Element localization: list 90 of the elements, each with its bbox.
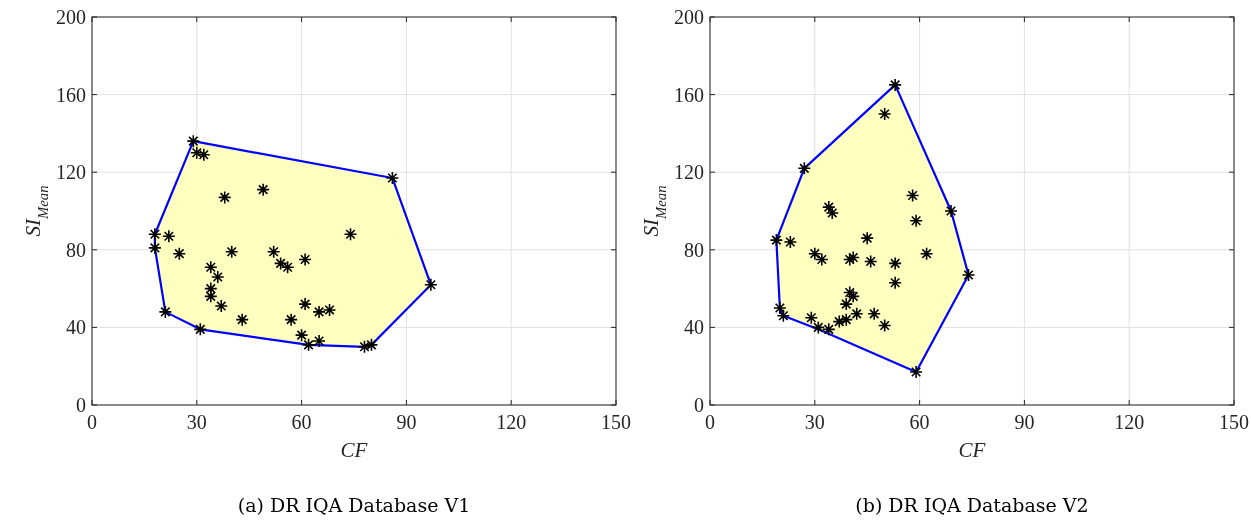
point — [424, 277, 438, 292]
point — [235, 312, 250, 327]
y-tick-label: 200 — [56, 6, 86, 28]
point — [364, 338, 379, 352]
point — [888, 78, 902, 92]
point — [162, 229, 176, 244]
point — [186, 134, 201, 148]
point — [214, 299, 229, 313]
point — [944, 204, 958, 218]
point — [322, 303, 337, 317]
x-tick-label: 30 — [804, 411, 825, 433]
point — [210, 270, 225, 284]
point — [294, 328, 309, 342]
point — [846, 250, 861, 265]
text: (a) DR IQA Database V1 — [237, 494, 471, 516]
point — [298, 252, 312, 267]
point — [172, 246, 187, 261]
point — [773, 301, 787, 315]
point — [863, 254, 878, 269]
x-tick-label: 90 — [1014, 411, 1035, 433]
point — [158, 305, 173, 319]
point — [961, 268, 976, 282]
x-tick-label: 150 — [601, 411, 631, 433]
point — [385, 171, 400, 185]
point — [266, 244, 281, 259]
y-tick-label: 0 — [694, 394, 704, 416]
point — [203, 260, 218, 275]
point — [846, 289, 861, 304]
y-tick-label: 120 — [674, 161, 704, 184]
y-tick-label: 160 — [674, 83, 704, 106]
point — [860, 231, 874, 245]
point — [909, 365, 923, 379]
point — [804, 310, 819, 325]
text: (b) DR IQA Database V2 — [855, 494, 1089, 516]
point — [769, 233, 784, 247]
point — [839, 312, 854, 327]
point — [811, 320, 826, 335]
point — [797, 161, 812, 176]
x-axis-title: CF — [958, 438, 986, 462]
x-tick-label: 120 — [496, 411, 527, 433]
y-tick-label: 40 — [66, 316, 86, 339]
point — [273, 256, 288, 271]
point — [190, 146, 204, 160]
y-tick-label: 160 — [56, 83, 86, 106]
point — [280, 260, 295, 275]
point — [301, 338, 316, 352]
x-tick-label: 60 — [291, 411, 312, 433]
point — [877, 318, 892, 333]
point — [867, 307, 881, 321]
point — [224, 244, 239, 259]
point — [312, 305, 326, 319]
point — [298, 297, 312, 311]
point — [193, 322, 208, 337]
point — [776, 308, 791, 323]
point — [284, 312, 298, 327]
point — [808, 246, 822, 261]
point — [839, 297, 854, 311]
point — [357, 340, 372, 354]
point — [842, 285, 857, 300]
point — [909, 213, 923, 228]
point — [148, 227, 162, 242]
point — [888, 256, 902, 271]
point — [821, 322, 836, 337]
point — [888, 275, 902, 290]
point — [312, 334, 326, 348]
x-axis-title: CF — [340, 438, 368, 462]
point — [256, 182, 270, 197]
y-tick-label: 0 — [76, 394, 86, 416]
x-tick-label: 150 — [1219, 411, 1249, 433]
y-tick-label: 40 — [684, 316, 704, 339]
point — [203, 289, 218, 304]
y-tick-label: 200 — [674, 6, 704, 28]
point — [905, 188, 920, 203]
point — [343, 227, 358, 242]
point — [919, 246, 934, 261]
y-tick-label: 120 — [56, 161, 86, 184]
point — [217, 190, 232, 205]
point — [814, 252, 829, 267]
point — [196, 147, 211, 162]
x-tick-label: 30 — [186, 411, 207, 433]
x-tick-label: 60 — [909, 411, 930, 433]
point — [783, 235, 798, 249]
point — [877, 107, 892, 121]
point — [148, 241, 162, 255]
point — [849, 307, 864, 321]
x-tick-label: 90 — [396, 411, 417, 433]
x-tick-label: 120 — [1114, 411, 1145, 433]
y-tick-label: 80 — [684, 238, 704, 261]
point — [832, 314, 847, 329]
y-tick-label: 80 — [66, 238, 86, 261]
